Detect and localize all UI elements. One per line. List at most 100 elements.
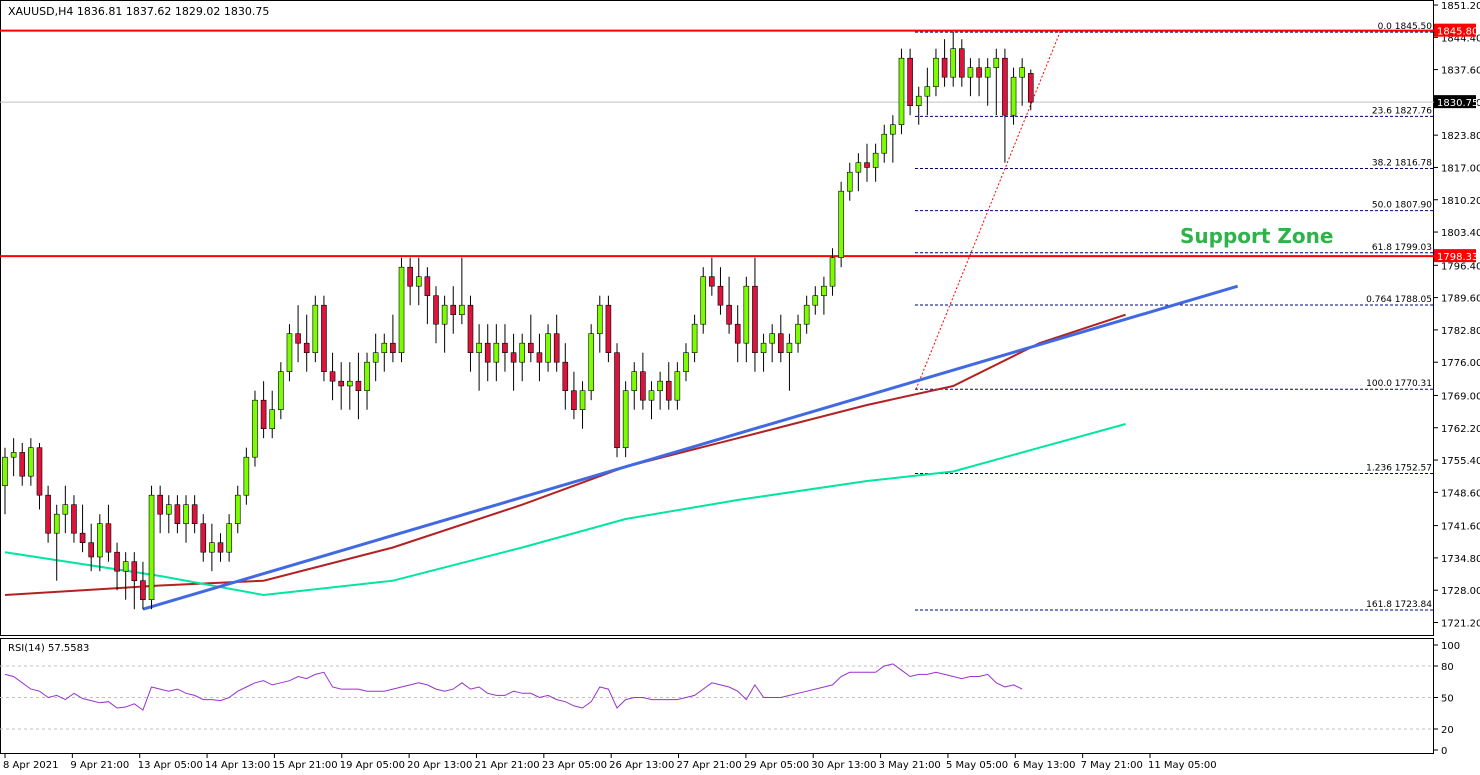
- fib-level-label: 23.6 1827.76: [1372, 106, 1432, 116]
- time-tick-label: 8 Apr 2021: [3, 760, 58, 771]
- bear-candle: [71, 504, 77, 534]
- bull-candle: [915, 95, 922, 106]
- bull-candle: [691, 323, 698, 354]
- bull-candle: [415, 276, 422, 287]
- bull-candle: [148, 494, 155, 601]
- time-tick-label: 9 Apr 21:00: [70, 760, 129, 771]
- price-tag: [1434, 95, 1476, 109]
- bull-candle: [441, 304, 448, 325]
- price-tick-label: 1748.60: [1441, 488, 1480, 499]
- bear-candle: [157, 494, 163, 515]
- bear-candle: [941, 57, 948, 78]
- price-axis: 1851.201844.401837.601830.801823.801817.…: [1434, 1, 1480, 630]
- bull-candle: [10, 452, 17, 458]
- bull-candle: [381, 342, 388, 354]
- bear-candle: [1027, 73, 1034, 103]
- bull-candle: [821, 285, 827, 297]
- price-tick-label: 1823.80: [1441, 131, 1480, 142]
- bear-candle: [1002, 57, 1008, 116]
- time-tick-label: 21 Apr 21:00: [474, 760, 539, 771]
- bull-candle: [786, 342, 793, 354]
- bull-candle: [588, 333, 594, 392]
- rsi-panel: 100 80 50 20 0: [0, 641, 1460, 757]
- bear-candle: [200, 523, 207, 553]
- bull-candle: [648, 390, 655, 401]
- time-tick-label: 14 Apr 13:00: [205, 760, 270, 771]
- bear-candle: [88, 542, 94, 558]
- bull-candle: [226, 523, 232, 553]
- bull-candle: [924, 86, 931, 97]
- support-zone-annotation: Support Zone: [1180, 224, 1333, 248]
- bear-candle: [424, 276, 431, 297]
- time-tick-label: 27 Apr 21:00: [677, 760, 742, 771]
- bear-candle: [640, 371, 646, 401]
- bull-candle: [346, 380, 353, 387]
- bull-candle: [967, 67, 974, 78]
- time-tick-label: 5 May 05:00: [946, 760, 1008, 771]
- bull-candle: [364, 361, 370, 392]
- time-tick-label: 19 Apr 05:00: [340, 760, 405, 771]
- time-tick-label: 29 Apr 05:00: [744, 760, 809, 771]
- bear-candle: [467, 304, 474, 354]
- bear-candle: [131, 561, 138, 582]
- bear-candle: [114, 551, 120, 572]
- bull-candle: [838, 190, 844, 258]
- bull-candle: [743, 285, 750, 344]
- moving-average-line: [4, 423, 1126, 597]
- bull-candle: [312, 304, 319, 354]
- rsi-line: [4, 663, 1023, 711]
- bull-candle: [1019, 67, 1025, 78]
- bull-candle: [286, 333, 293, 373]
- bull-candle: [53, 513, 60, 534]
- bull-candle: [855, 162, 862, 173]
- bull-candle: [234, 494, 241, 525]
- bull-candle: [803, 304, 810, 325]
- bear-candle: [260, 399, 267, 430]
- fib-anchor-line: [915, 31, 1061, 390]
- bear-candle: [36, 447, 43, 496]
- bear-candle: [217, 542, 224, 553]
- bear-candle: [614, 352, 620, 449]
- fib-level-label: 100.0 1770.31: [1366, 379, 1432, 389]
- time-tick-label: 20 Apr 13:00: [407, 760, 472, 771]
- price-tick-label: 1810.20: [1441, 196, 1480, 207]
- bear-candle: [303, 342, 310, 354]
- bear-candle: [959, 48, 965, 78]
- fib-level-label: 0.0 1845.50: [1378, 22, 1433, 32]
- bear-candle: [79, 532, 86, 544]
- rsi-tick-label: 80: [1441, 662, 1454, 673]
- price-tick-label: 1769.00: [1441, 391, 1480, 402]
- candles: [2, 32, 1034, 610]
- bull-candle: [993, 57, 1000, 69]
- bull-candle: [622, 390, 629, 449]
- bear-candle: [329, 371, 336, 382]
- bull-candle: [62, 504, 69, 515]
- bull-candle: [1010, 76, 1017, 116]
- bear-candle: [295, 333, 301, 344]
- bear-candle: [105, 523, 112, 553]
- bull-candle: [795, 323, 801, 344]
- bear-candle: [752, 285, 758, 354]
- bull-candle: [2, 456, 8, 487]
- price-tick-label: 1803.40: [1441, 228, 1480, 239]
- bull-candle: [459, 304, 465, 316]
- bull-candle: [493, 342, 500, 363]
- bull-candle: [760, 342, 767, 354]
- bull-candle: [657, 380, 663, 392]
- bear-candle: [19, 452, 26, 477]
- bear-candle: [338, 380, 344, 387]
- fib-level-label: 38.2 1816.78: [1372, 158, 1432, 168]
- bear-candle: [605, 304, 612, 354]
- bull-candle: [596, 304, 603, 335]
- price-tick-label: 1817.00: [1441, 163, 1480, 174]
- bull-candle: [545, 333, 551, 363]
- fib-level-label: 50.0 1807.90: [1372, 201, 1432, 211]
- fib-level-label: 0.764 1788.05: [1366, 295, 1432, 305]
- bull-candle: [122, 561, 129, 572]
- bull-candle: [769, 333, 775, 344]
- bear-candle: [709, 276, 715, 287]
- time-tick-label: 26 Apr 13:00: [609, 760, 674, 771]
- price-tag: [1434, 23, 1476, 37]
- rsi-tick-label: 20: [1441, 725, 1454, 736]
- bear-candle: [528, 342, 534, 354]
